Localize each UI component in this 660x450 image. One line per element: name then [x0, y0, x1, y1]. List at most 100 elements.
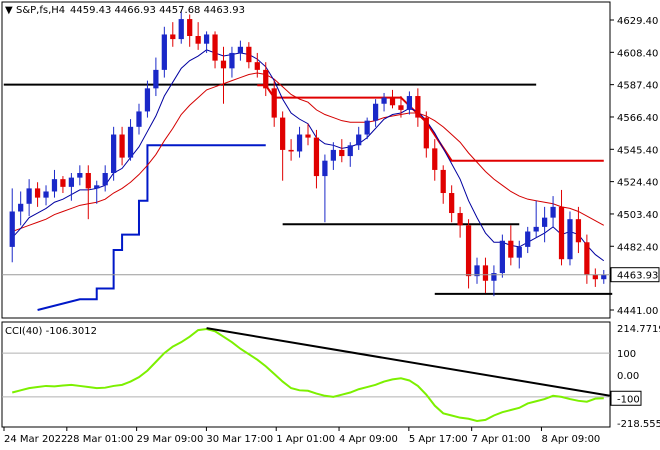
candle-bear: [119, 134, 125, 158]
candle-bear: [263, 69, 269, 89]
candle-bull: [136, 111, 142, 127]
price-tick-label: 4608.40: [617, 48, 658, 59]
candle-bull: [567, 219, 573, 260]
candle-bear: [246, 46, 252, 63]
candle-bull: [525, 231, 531, 247]
red-trailing-stop-line: [257, 84, 604, 162]
cci-line: [11, 328, 604, 422]
candle-bull: [51, 179, 58, 192]
candle-bull: [372, 103, 379, 121]
cci-panel-frame: [1, 321, 611, 428]
price-tick-label: 4545.40: [617, 145, 658, 156]
cci-title: CCI(40) -106.3012: [5, 326, 97, 337]
candle-bear: [60, 179, 66, 187]
candle-bull: [161, 34, 167, 70]
time-tick-label: 29 Mar 09:00: [137, 434, 204, 445]
candle-bear: [195, 36, 201, 44]
candle-bear: [575, 219, 582, 243]
candle-bull: [127, 126, 134, 158]
price-panel-frame: [1, 1, 611, 319]
cci-trendline: [206, 327, 611, 397]
time-tick-label: 5 Apr 17:00: [409, 434, 468, 445]
candle-bull: [406, 96, 413, 110]
candle-bear: [271, 88, 277, 118]
price-tick-label: 4566.40: [617, 113, 658, 124]
candle-bull: [347, 145, 353, 157]
candle-bear: [482, 265, 489, 281]
candle-bull: [26, 188, 32, 204]
candle-bull: [533, 226, 539, 232]
candle-bull: [144, 88, 151, 112]
candle-bear: [432, 148, 438, 170]
candle-bull: [43, 191, 49, 198]
candle-bear: [313, 137, 320, 177]
candle-bear: [305, 134, 311, 138]
candle-bull: [356, 134, 362, 146]
candle-bear: [440, 169, 446, 194]
candle-bull: [542, 217, 548, 227]
time-axis: 24 Mar 2022 28 Mar 01:00 29 Mar 09:00 30 Ma…: [3, 427, 600, 445]
price-tick-label: 4503.40: [617, 210, 658, 221]
candle-bull: [111, 134, 117, 174]
time-tick-label: 8 Apr 09:00: [541, 434, 600, 445]
candle-bear: [398, 105, 404, 110]
price-tick-label: 4482.40: [617, 242, 658, 253]
candle-bear: [449, 193, 455, 214]
price-tick-label: 4587.40: [617, 81, 658, 92]
candle-bear: [170, 34, 176, 40]
cci-tick-label: 0.00: [617, 371, 639, 382]
price-tick-label: 4524.40: [617, 178, 658, 189]
candle-bear: [339, 149, 345, 157]
candle-bear: [415, 96, 421, 118]
price-dropdown-icon[interactable]: ▼: [5, 5, 13, 16]
price-tick-label: 4441.00: [617, 306, 658, 317]
candle-bear: [187, 19, 193, 37]
candle-bull: [474, 265, 480, 277]
candle-bear: [423, 117, 429, 149]
candle-bull: [102, 173, 108, 186]
candle-bull: [381, 97, 387, 104]
cci-tick-label: 100: [617, 349, 636, 360]
cci-current-box: [610, 390, 642, 406]
candle-bear: [220, 60, 227, 69]
candle-bull: [296, 134, 303, 152]
candle-bull: [601, 274, 607, 280]
candle-bear: [389, 97, 396, 106]
cci-tick-label: -218.555: [617, 419, 660, 430]
candle-bear: [254, 62, 260, 70]
candle-bear: [288, 149, 294, 152]
price-chart-panel: 4629.40 4608.40 4587.40 4566.40 4545.40 4524.…: [1, 1, 660, 319]
candle-bear: [457, 213, 463, 226]
time-tick-label: 28 Mar 01:00: [67, 434, 134, 445]
last-price-box: [610, 267, 660, 283]
ohlc-readout: 4459.43 4466.93 4457.68 4463.93: [70, 5, 245, 16]
navy-moving-average-line: [11, 49, 605, 262]
candle-bull: [203, 34, 210, 44]
candle-bull: [178, 19, 184, 40]
time-tick-label: 1 Apr 01:00: [276, 434, 335, 445]
candle-bear: [584, 242, 590, 275]
candle-bear: [508, 240, 514, 258]
candle-bull: [68, 177, 74, 187]
candle-bull: [94, 185, 100, 189]
time-tick-label: 30 Mar 17:00: [206, 434, 273, 445]
candle-bull: [229, 52, 235, 69]
red-moving-average-line: [12, 72, 605, 232]
price-tick-label: 4629.40: [617, 16, 658, 27]
candle-bull: [153, 69, 159, 89]
last-price-label: 4463.93: [617, 271, 658, 282]
price-title-group: ▼ S&P,fs,H4 4459.43 4466.93 4457.68 4463…: [5, 5, 245, 16]
cci-tick-label: 214.7719: [617, 324, 660, 335]
candle-bear: [280, 117, 286, 150]
candle-bear: [558, 206, 565, 260]
candle-bull: [9, 211, 15, 247]
candle-bull: [77, 173, 83, 178]
candle-bear: [465, 225, 472, 277]
candle-bull: [237, 46, 244, 53]
time-tick-label: 4 Apr 09:00: [339, 434, 398, 445]
blue-trailing-stop-line: [37, 144, 266, 311]
candle-bear: [592, 274, 598, 280]
chart-title: S&P,fs,H4: [16, 5, 65, 16]
candle-bull: [491, 273, 497, 281]
